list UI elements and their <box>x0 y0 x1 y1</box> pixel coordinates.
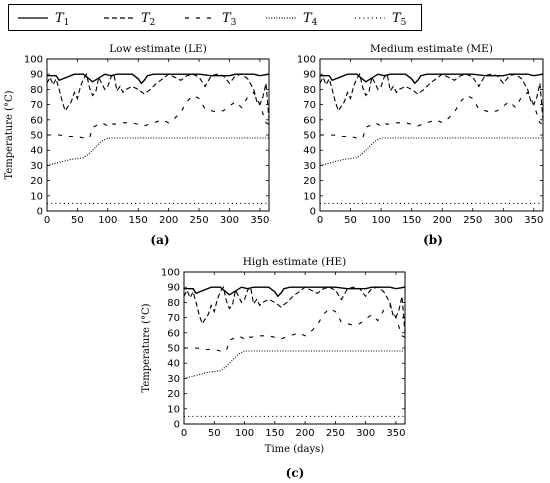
y-tick-label: 50 <box>30 131 43 142</box>
y-tick-label: 100 <box>24 55 43 66</box>
chart-panel-3: 0 50 100 150 200 250 300 350 0 10 20 30 40 50 60 70 80 90… <box>141 256 406 480</box>
panels: 0 50 100 150 200 250 300 3500102030405060708090… <box>4 43 544 480</box>
y-tick-label: 10 <box>167 404 180 415</box>
plot-frame <box>183 271 406 425</box>
x-tick-label: 100 <box>372 215 391 226</box>
x-tick-label: 200 <box>433 215 452 226</box>
series-line-t2 <box>184 285 405 333</box>
panel-tag: (c) <box>286 466 305 480</box>
y-tick-label: 60 <box>30 115 43 126</box>
x-tick-label: 0 <box>181 428 187 439</box>
y-tick-label: 30 <box>167 374 180 385</box>
x-tick-label: 250 <box>463 215 482 226</box>
series-line-t2 <box>47 72 269 120</box>
chart-panel-1: 0 50 100 150 200 250 300 350 0 10 20 30 40 50 60 70 80 90… <box>4 43 270 247</box>
y-tick-label: 40 <box>303 146 316 157</box>
y-tick-label: 20 <box>167 389 180 400</box>
y-tick-label: 80 <box>303 85 316 96</box>
x-tick-label: 300 <box>356 428 375 439</box>
y-tick-label: 0 <box>37 207 43 218</box>
y-tick-label: 20 <box>303 176 316 187</box>
x-tick-label: 50 <box>71 215 84 226</box>
y-tick-label: 10 <box>30 191 43 202</box>
x-tick-label: 150 <box>402 215 421 226</box>
chart-panel-2: 0 50 100 150 200 250 300 350 0 10 20 30 40 50 60 70 80 90… <box>297 43 544 247</box>
y-tick-label: 70 <box>30 100 43 111</box>
series-line-t4 <box>320 137 543 166</box>
y-tick-label: 80 <box>167 298 180 309</box>
series-line-t3 <box>320 91 543 139</box>
y-tick-label: 60 <box>167 328 180 339</box>
panel-tag: (a) <box>150 233 169 247</box>
y-tick-label: 80 <box>30 85 43 96</box>
x-tick-label: 350 <box>250 215 269 226</box>
x-tick-label: 100 <box>98 215 117 226</box>
series-line-t4 <box>47 137 269 166</box>
x-tick-label: 200 <box>296 428 315 439</box>
x-tick-label: 50 <box>208 428 221 439</box>
y-tick-label: 90 <box>30 70 43 81</box>
y-tick-label: 20 <box>30 176 43 187</box>
y-tick-label: 60 <box>303 115 316 126</box>
x-tick-label: 350 <box>524 215 543 226</box>
y-tick-label: 0 <box>310 207 316 218</box>
panel-title: Low estimate (LE) <box>109 43 207 55</box>
panel-tag: (b) <box>423 233 443 247</box>
series-line-t2 <box>320 72 543 120</box>
y-tick-label: 100 <box>297 55 316 66</box>
plot-frame <box>319 58 544 212</box>
y-tick-label: 40 <box>30 146 43 157</box>
y-tick-label: 40 <box>167 359 180 370</box>
series-line-t1 <box>320 73 543 85</box>
x-tick-label: 200 <box>159 215 178 226</box>
x-tick-label: 0 <box>317 215 323 226</box>
x-tick-label: 50 <box>344 215 357 226</box>
y-tick-label: 30 <box>303 161 316 172</box>
y-tick-label: 50 <box>303 131 316 142</box>
panel-title: Medium estimate (ME) <box>370 43 493 55</box>
y-tick-label: 10 <box>303 191 316 202</box>
x-tick-label: 250 <box>326 428 345 439</box>
y-axis-label: Temperature (°C) <box>4 90 15 179</box>
x-tick-label: 100 <box>235 428 254 439</box>
legend-box <box>8 4 422 31</box>
x-tick-label: 150 <box>129 215 148 226</box>
x-tick-label: 250 <box>190 215 209 226</box>
y-tick-label: 90 <box>303 70 316 81</box>
series-line-t4 <box>184 350 405 379</box>
legend: T1 T2 T3 T4 T5 <box>8 4 422 31</box>
panel-title: High estimate (HE) <box>243 256 347 268</box>
series-line-t1 <box>184 286 405 298</box>
y-tick-label: 50 <box>167 344 180 355</box>
y-tick-label: 0 <box>174 420 180 431</box>
series-line-t3 <box>47 91 269 139</box>
series-line-t3 <box>184 304 405 352</box>
series-line-t1 <box>47 73 269 85</box>
y-tick-label: 100 <box>161 268 180 279</box>
x-tick-label: 350 <box>386 428 405 439</box>
y-axis-label: Temperature (°C) <box>141 303 152 392</box>
y-tick-label: 30 <box>30 161 43 172</box>
x-tick-label: 150 <box>265 428 284 439</box>
y-tick-label: 90 <box>167 283 180 294</box>
y-tick-label: 70 <box>167 313 180 324</box>
x-tick-label: 0 <box>44 215 50 226</box>
x-tick-label: 300 <box>220 215 239 226</box>
x-axis-label: Time (days) <box>265 444 324 455</box>
y-tick-label: 70 <box>303 100 316 111</box>
x-tick-label: 300 <box>494 215 513 226</box>
plot-frame <box>46 58 270 212</box>
